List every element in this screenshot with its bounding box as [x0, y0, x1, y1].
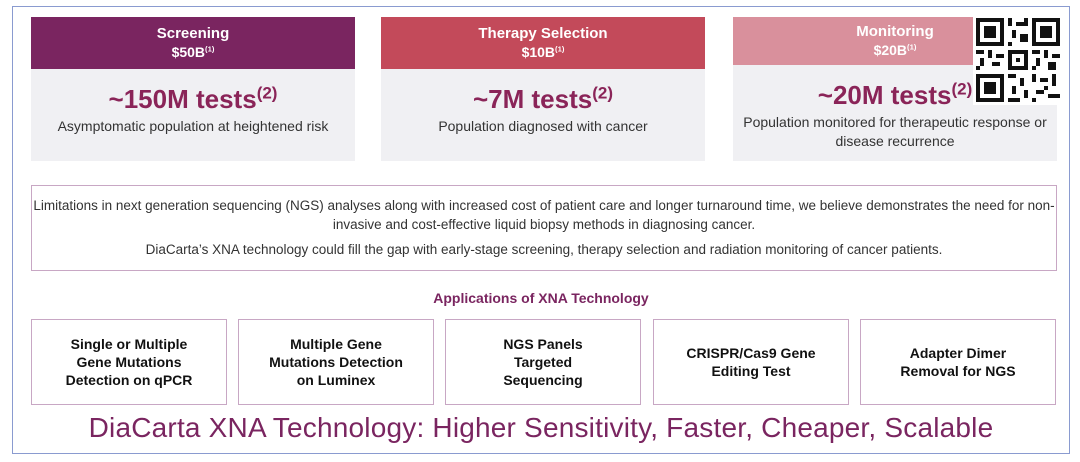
therapy-title: Therapy Selection	[478, 25, 608, 42]
tagline: DiaCarta XNA Technology: Higher Sensitiv…	[88, 412, 994, 443]
screening-amount: $50B(1)	[171, 44, 215, 60]
monitoring-title: Monitoring	[856, 23, 934, 40]
monitoring-amount: $20B(1)	[873, 42, 917, 58]
screening-title: Screening	[156, 25, 230, 42]
monitoring-tests: ~20M tests(2)	[817, 79, 973, 110]
application-card-qpcr: Single or Multiple Gene Mutations Detect…	[31, 319, 227, 405]
therapy-tests: ~7M tests(2)	[472, 83, 613, 114]
screening-card: Screening $50B(1) ~150M tests(2) Asympto…	[31, 17, 355, 161]
application-card-ngs-panels: NGS Panels Targeted Sequencing	[445, 319, 641, 405]
application-card-luminex: Multiple Gene Mutations Detection on Lum…	[238, 319, 434, 405]
therapy-header: Therapy Selection $10B(1)	[381, 17, 705, 69]
statement-box: Limitations in next generation sequencin…	[31, 185, 1057, 271]
qr-code-icon	[973, 15, 1063, 105]
therapy-description: Population diagnosed with cancer	[438, 118, 648, 134]
statement-line-1: Limitations in next generation sequencin…	[33, 198, 1055, 232]
screening-description: Asymptomatic population at heightened ri…	[57, 118, 329, 134]
monitoring-description: Population monitored for therapeutic res…	[743, 114, 1047, 149]
therapy-card: Therapy Selection $10B(1) ~7M tests(2) P…	[381, 17, 705, 161]
screening-header: Screening $50B(1)	[31, 17, 355, 69]
screening-tests: ~150M tests(2)	[108, 83, 278, 114]
application-card-adapter-dimer: Adapter Dimer Removal for NGS	[860, 319, 1056, 405]
applications-title: Applications of XNA Technology	[433, 290, 649, 306]
application-card-crispr: CRISPR/Cas9 Gene Editing Test	[653, 319, 849, 405]
therapy-amount: $10B(1)	[521, 44, 565, 60]
slide-frame: Screening $50B(1) ~150M tests(2) Asympto…	[12, 6, 1070, 454]
statement-line-2: DiaCarta’s XNA technology could fill the…	[145, 242, 943, 257]
therapy-body: ~7M tests(2) Population diagnosed with c…	[381, 69, 705, 161]
screening-body: ~150M tests(2) Asymptomatic population a…	[31, 69, 355, 161]
